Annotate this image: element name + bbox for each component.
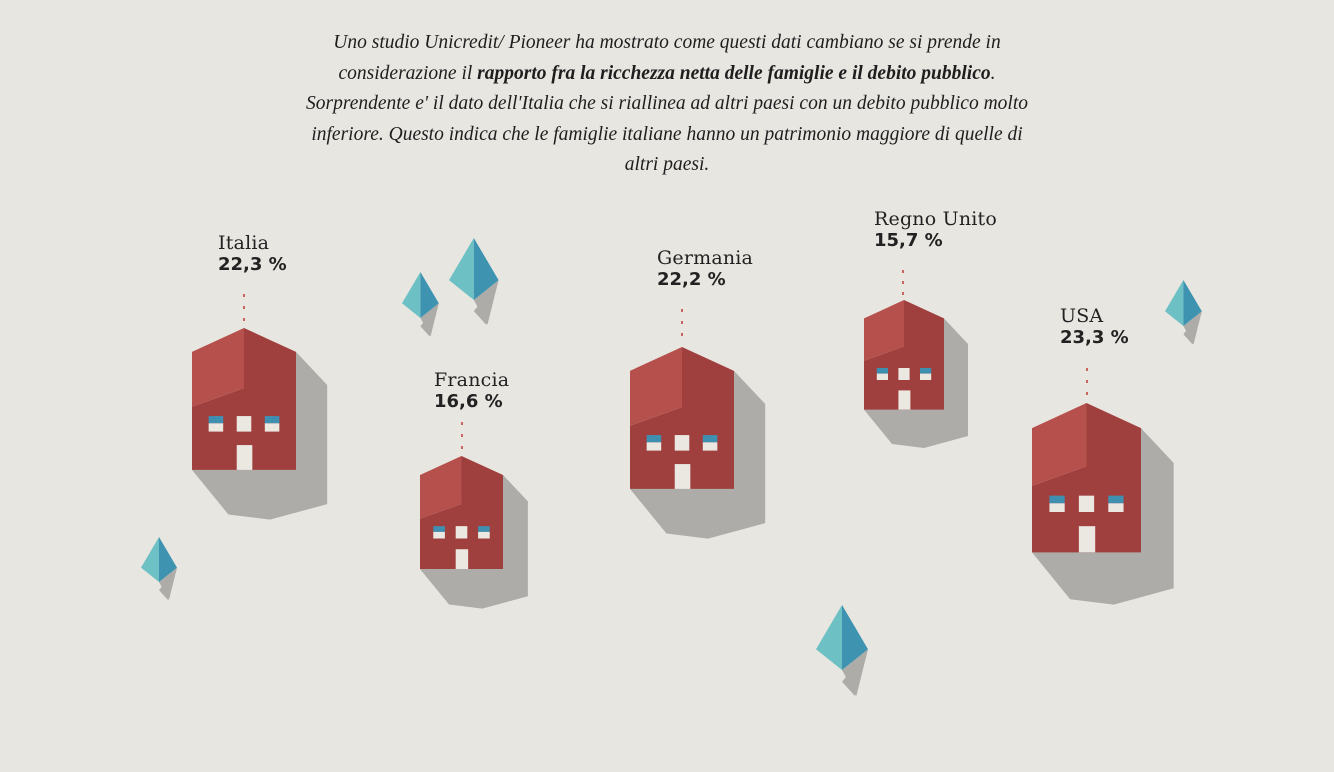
label-italia: Italia 22,3 % (218, 232, 287, 276)
crystal-icon (1165, 280, 1202, 345)
intro-line-5: altri paesi. (624, 154, 710, 175)
country-value: 23,3 % (1060, 327, 1129, 348)
country-name: Regno Unito (874, 208, 998, 230)
country-value: 22,2 % (657, 269, 726, 290)
intro-line-1: Uno studio Unicredit/ Pioneer ha mostrat… (333, 32, 1001, 53)
country-name: Francia (434, 369, 510, 391)
crystal-icon (449, 238, 499, 325)
crystal-icon (816, 605, 868, 696)
label-francia: Francia 16,6 % (434, 369, 509, 413)
house-usa (1032, 403, 1174, 605)
house-francia (420, 456, 528, 609)
country-value: 16,6 % (434, 391, 503, 412)
country-value: 22,3 % (218, 254, 287, 275)
intro-line-2: considerazione il rapporto fra la ricche… (200, 59, 1134, 90)
intro-paragraph: Uno studio Unicredit/ Pioneer ha mostrat… (200, 28, 1134, 181)
crystal-icon (141, 537, 177, 600)
house-italia (192, 328, 328, 520)
intro-line-2-start: considerazione il (338, 62, 478, 84)
crystal-icon (402, 272, 439, 337)
country-name: Germania (657, 247, 754, 269)
label-regno-unito: Regno Unito 15,7 % (874, 208, 997, 252)
intro-line-4: inferiore. Questo indica che le famiglie… (311, 123, 1023, 145)
house-regno-unito (864, 300, 968, 448)
label-usa: USA 23,3 % (1060, 305, 1129, 349)
label-germania: Germania 22,2 % (657, 247, 753, 291)
leader-dots (243, 270, 1088, 449)
house-germania (630, 347, 766, 539)
intro-line-3: Sorprendente e' il dato dell'Italia che … (306, 93, 1028, 114)
country-value: 15,7 % (874, 230, 943, 251)
intro-line-2-end: . (990, 62, 996, 84)
country-name: USA (1060, 305, 1104, 327)
country-name: Italia (218, 232, 270, 254)
intro-highlight: rapporto fra la ricchezza netta delle fa… (477, 62, 991, 84)
